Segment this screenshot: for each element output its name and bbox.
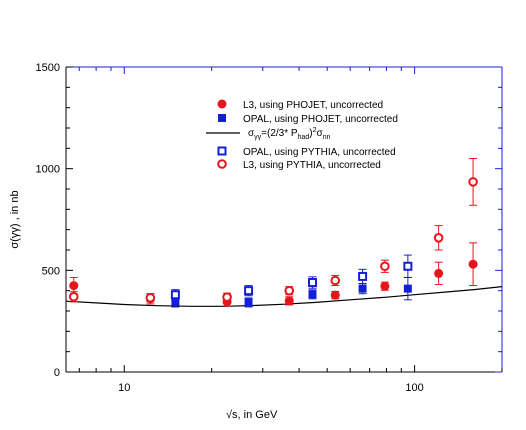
open-square-marker [217, 146, 227, 156]
x-axis-label: √s, in GeV [226, 409, 278, 421]
filled-circle-marker [434, 268, 444, 278]
data-point [308, 289, 317, 300]
model-curve-layer [65, 286, 503, 307]
data-point [330, 274, 341, 287]
open-square-marker [403, 261, 413, 271]
open-circle-marker [380, 261, 390, 272]
legend-label: OPAL, using PYTHIA, uncorrected [243, 147, 396, 158]
filled-square-marker [244, 298, 253, 307]
y-tick-label: 0 [54, 367, 60, 379]
legend-item: L3, using PYTHIA, uncorrected [217, 159, 381, 171]
open-circle-marker [433, 233, 444, 243]
data-point [308, 276, 318, 289]
filled-square-marker [358, 284, 367, 293]
filled-circle-marker [69, 281, 79, 291]
open-circle-marker [68, 291, 79, 302]
data-point [244, 297, 253, 308]
filled-square-marker [171, 297, 180, 306]
open-square-marker [244, 286, 254, 296]
y-tick-label: 1500 [36, 62, 60, 74]
open-circle-marker [217, 159, 227, 169]
data-point [284, 296, 294, 306]
legend-item: OPAL, using PHOJET, uncorrected [218, 114, 398, 125]
data-point [284, 285, 295, 296]
filled-circle-marker [330, 290, 340, 300]
y-axis-label: σ(γγ) , in nb [9, 190, 21, 248]
open-circle-marker [222, 292, 232, 302]
data-point [145, 292, 156, 303]
data-point [433, 225, 444, 251]
filled-square-marker [218, 114, 226, 122]
data-point [468, 242, 478, 287]
legend-item: L3, using PHOJET, uncorrected [217, 99, 383, 111]
legend-label: L3, using PYTHIA, uncorrected [243, 160, 381, 171]
filled-circle-marker [380, 281, 390, 291]
legend-label: OPAL, using PHOJET, uncorrected [243, 114, 398, 125]
y-tick-label: 1000 [36, 164, 60, 176]
open-square-marker [170, 290, 180, 300]
x-axis-ticks: 10 100 [78, 67, 503, 394]
legend-label: L3, using PHOJET, uncorrected [243, 100, 383, 111]
x-tick-label: 100 [405, 382, 423, 394]
data-point [380, 281, 390, 291]
data-point [358, 268, 368, 285]
data-point [244, 285, 254, 297]
data-point [434, 261, 444, 286]
data-point [170, 289, 180, 301]
y-axis-ticks: 0 500 1000 1500 [36, 62, 502, 379]
open-square-marker [358, 271, 368, 281]
legend-label: σγγ=(2/3* Phad)2σnn [248, 127, 331, 141]
data-point [358, 283, 367, 295]
filled-circle-marker [468, 259, 478, 269]
filled-square-marker [403, 284, 412, 293]
y-tick-label: 500 [42, 265, 60, 277]
model-curve [65, 286, 503, 307]
data-point [68, 291, 79, 303]
x-tick-label: 10 [118, 382, 130, 394]
open-square-marker [308, 278, 318, 288]
open-circle-marker [330, 275, 341, 286]
legend: L3, using PHOJET, uncorrected OPAL, using… [206, 99, 398, 171]
data-point [403, 254, 413, 278]
data-point [330, 290, 340, 300]
open-circle-marker [284, 285, 295, 296]
filled-circle-marker [284, 296, 294, 306]
filled-square-marker [308, 290, 317, 299]
open-circle-marker [468, 177, 478, 187]
data-point [222, 292, 232, 302]
data-point [380, 259, 390, 273]
plot-frame [65, 66, 503, 373]
filled-circle-marker [217, 99, 227, 109]
data-point [69, 276, 79, 295]
legend-item: σγγ=(2/3* Phad)2σnn [206, 127, 331, 141]
open-circle-marker [145, 292, 156, 303]
data-point [468, 158, 478, 206]
data-point [403, 276, 412, 301]
legend-item: OPAL, using PYTHIA, uncorrected [217, 146, 396, 158]
data-points-layer [68, 158, 478, 308]
